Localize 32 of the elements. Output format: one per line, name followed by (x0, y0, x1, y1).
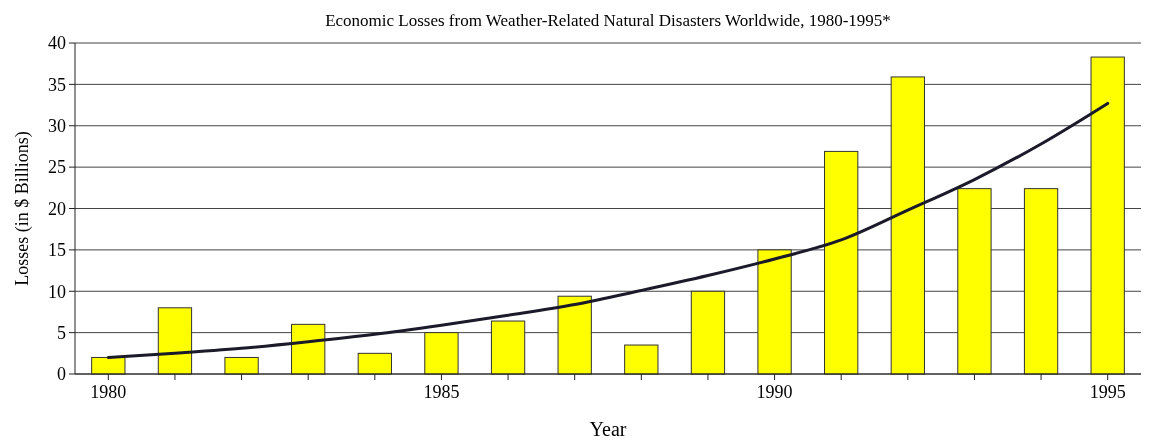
bar (1023, 188, 1059, 375)
bar (1090, 56, 1125, 375)
bar (424, 332, 459, 375)
y-tick-label: 10 (48, 281, 66, 302)
y-tick-label: 35 (48, 74, 66, 95)
y-tick-label: 25 (48, 157, 66, 178)
y-tick-label: 40 (48, 33, 66, 54)
y-tick-label: 20 (48, 198, 66, 219)
bar (357, 352, 392, 375)
bar (690, 290, 726, 375)
bar (224, 356, 259, 375)
bar (291, 323, 326, 375)
y-tick-label: 30 (48, 116, 66, 137)
bar (557, 295, 592, 375)
x-tick-label: 1980 (90, 382, 127, 402)
bar (757, 249, 792, 375)
bar (957, 188, 992, 375)
line-series (106, 101, 1110, 359)
chart-title: Economic Losses from Weather-Related Natural Disasters Worldwide, 1980-1995* (325, 11, 891, 30)
y-axis-title: Losses (in $ Billions) (12, 131, 33, 286)
bar (890, 76, 925, 375)
x-axis-title: Year (589, 418, 627, 440)
x-tick-label: 1990 (756, 382, 793, 402)
bar (824, 150, 859, 375)
x-tick-label: 1995 (1089, 382, 1126, 402)
y-tick-label: 0 (57, 364, 66, 385)
bar (624, 344, 659, 375)
y-tick-label: 5 (57, 322, 66, 343)
y-tick-label: 15 (48, 240, 66, 261)
x-tick-label: 1985 (423, 382, 460, 402)
bar (157, 307, 193, 375)
bar (490, 320, 526, 375)
